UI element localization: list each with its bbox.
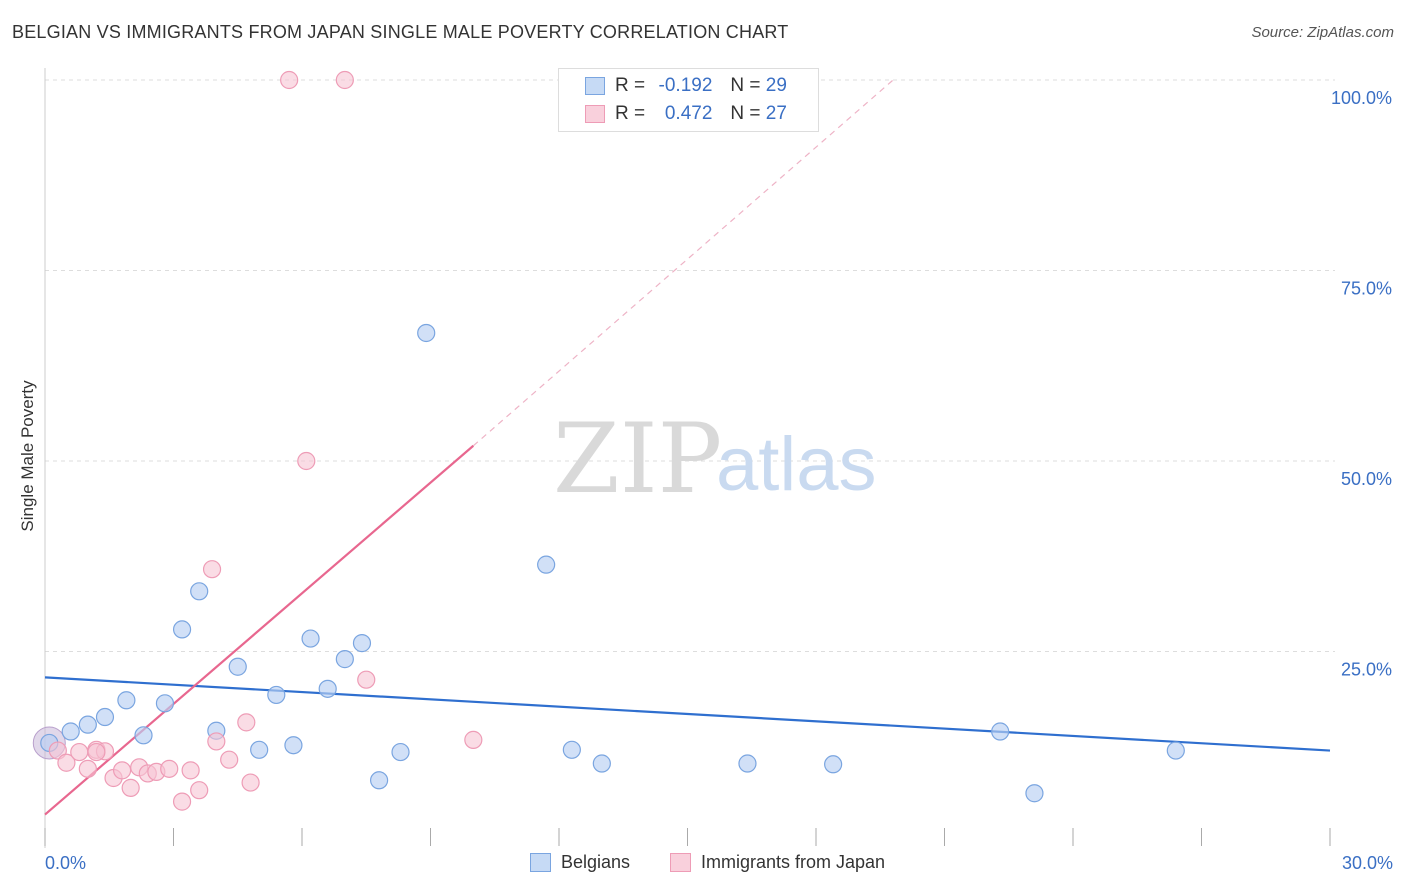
legend-r-label: R = — [615, 103, 646, 124]
japan-point — [237, 713, 256, 732]
y-tick-label: 100.0% — [1331, 88, 1392, 108]
y-tick-label: 25.0% — [1341, 660, 1392, 680]
bottom-legend-japan: Immigrants from Japan — [670, 852, 885, 873]
japan-point — [464, 730, 483, 749]
belgians-point — [134, 726, 153, 745]
japan-point — [112, 761, 132, 780]
belgians-point — [592, 754, 611, 773]
belgians-point — [352, 634, 372, 653]
japan-point — [181, 761, 200, 780]
japan-point — [202, 560, 222, 579]
japan-point — [70, 742, 89, 762]
grid-layer — [45, 79, 1335, 652]
belgians-point — [250, 740, 269, 759]
japan-point — [172, 792, 192, 811]
y-tick-label: 75.0% — [1341, 279, 1392, 299]
label-layer: 25.0% 50.0% 75.0% 100.0% 0.0% 30.0% — [45, 88, 1393, 873]
japan-point — [121, 778, 140, 797]
y-tick-label: 50.0% — [1341, 469, 1392, 489]
japan-point — [297, 451, 316, 471]
bottom-legend-label: Immigrants from Japan — [701, 852, 886, 872]
belgians-point — [267, 685, 286, 705]
japan-point — [160, 759, 179, 778]
points-layer — [32, 70, 1185, 811]
belgians-point — [61, 722, 80, 741]
belgians-point — [172, 620, 192, 639]
legend-swatch-blue — [585, 77, 605, 95]
bottom-legend-swatch-pink — [670, 853, 691, 872]
x-tick-label: 0.0% — [45, 853, 86, 873]
belgians-point — [1025, 784, 1044, 803]
belgians-point — [824, 755, 843, 774]
watermark-zip: ZIP — [553, 403, 722, 515]
belgians-point — [391, 742, 410, 762]
belgians-point — [335, 650, 354, 669]
belgians-point — [117, 691, 136, 710]
belgians-point — [301, 629, 320, 648]
belgians-point — [155, 694, 175, 713]
axis-layer — [44, 68, 1331, 848]
belgians-point — [190, 582, 209, 601]
belgians-point — [95, 707, 115, 727]
correlation-legend: R = -0.192 N = 29 R = 0.472 N = 27 — [558, 68, 819, 132]
chart-title: BELGIAN VS IMMIGRANTS FROM JAPAN SINGLE … — [12, 22, 789, 42]
source-label: Source: ZipAtlas.com — [1251, 24, 1394, 41]
japan-point — [335, 70, 354, 90]
japan-trend-line — [44, 444, 475, 816]
watermark: ZIP atlas — [553, 403, 877, 515]
japan-point — [207, 732, 226, 751]
belgians-point — [537, 555, 556, 574]
x-tick-label: 30.0% — [1342, 853, 1393, 873]
belgians-point — [562, 740, 581, 759]
legend-n-value: 27 — [765, 103, 787, 124]
legend-row-belgians: R = -0.192 N = 29 — [585, 74, 787, 98]
japan-point — [87, 742, 106, 762]
belgians-point — [738, 754, 757, 773]
legend-r-value: -0.192 — [658, 75, 713, 96]
belgians-point — [417, 323, 436, 343]
belgians-point — [370, 771, 389, 790]
bottom-legend-belgians: Belgians — [530, 852, 630, 873]
japan-point — [78, 759, 97, 778]
belgians-point — [318, 679, 337, 698]
japan-point — [357, 670, 376, 689]
belgians-point — [1166, 741, 1185, 760]
legend-n-label: N = — [730, 103, 761, 124]
belgians-point — [228, 657, 247, 676]
japan-point — [57, 753, 76, 772]
japan-trend-extension — [472, 79, 894, 447]
japan-point — [190, 781, 209, 800]
legend-n-value: 29 — [765, 75, 787, 96]
japan-point — [241, 773, 260, 792]
legend-r-value: 0.472 — [664, 103, 713, 124]
japan-point — [280, 70, 299, 90]
belgians-point — [991, 722, 1010, 741]
belgians-point — [78, 715, 97, 734]
legend-n-label: N = — [730, 75, 761, 96]
bottom-legend-label: Belgians — [561, 852, 631, 872]
watermark-atlas: atlas — [716, 422, 877, 507]
japan-point — [220, 750, 239, 769]
trend-layer — [44, 79, 1331, 816]
legend-row-japan: R = 0.472 N = 27 — [585, 102, 787, 126]
legend-r-label: R = — [615, 75, 646, 96]
belgians-trend-line — [44, 676, 1331, 752]
legend-swatch-pink — [585, 105, 605, 123]
bottom-legend-swatch-blue — [530, 853, 551, 872]
belgians-point — [284, 736, 303, 755]
